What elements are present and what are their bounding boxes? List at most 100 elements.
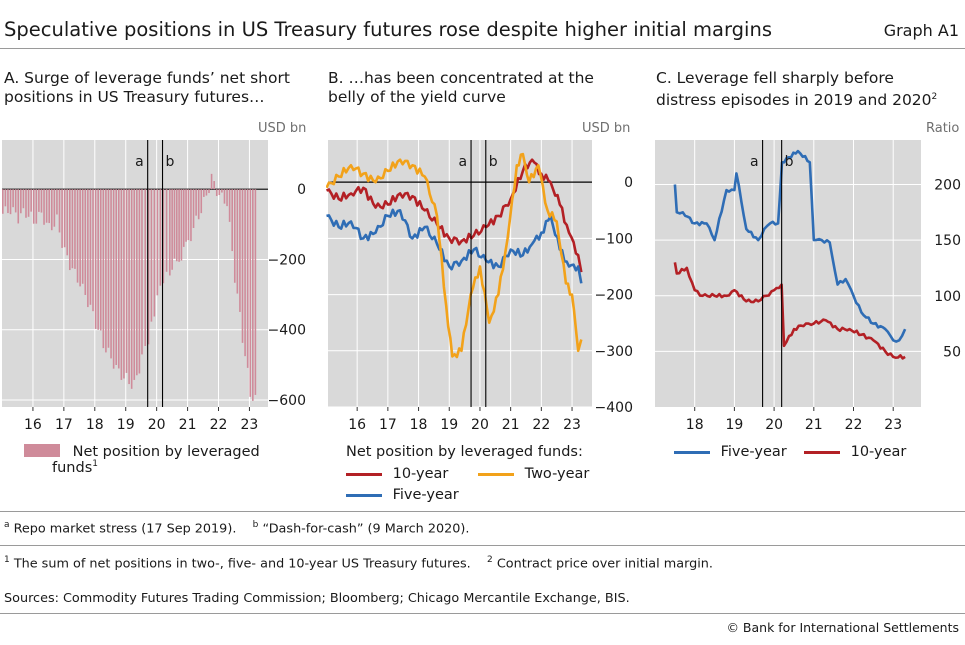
bar xyxy=(9,189,12,215)
bar xyxy=(213,181,215,190)
bar xyxy=(130,189,133,389)
event-label-a: a xyxy=(750,154,759,170)
bar xyxy=(162,189,165,284)
bar xyxy=(221,189,223,193)
bar xyxy=(241,189,244,343)
bar xyxy=(110,189,112,359)
event-label-a: a xyxy=(135,154,144,170)
y-tick-label: −400 xyxy=(595,400,633,416)
bar xyxy=(22,189,25,209)
y-tick-label: −400 xyxy=(268,323,306,339)
bar xyxy=(38,189,40,212)
bar xyxy=(254,189,257,395)
panel-b-title: B. …has been concentrated at the belly of… xyxy=(328,69,594,106)
bar xyxy=(231,189,233,252)
notes-divider-2 xyxy=(0,545,965,546)
y-tick-label: 50 xyxy=(943,344,961,360)
bar xyxy=(138,189,141,374)
x-tick-label: 22 xyxy=(845,417,863,433)
x-tick-label: 23 xyxy=(563,417,581,433)
bar xyxy=(233,189,236,283)
x-tick-label: 21 xyxy=(805,417,823,433)
x-tick-label: 18 xyxy=(686,417,704,433)
bar xyxy=(25,189,27,218)
bar xyxy=(205,189,208,196)
y-tick-label: 200 xyxy=(934,178,961,194)
bar xyxy=(223,189,226,204)
bar xyxy=(30,189,32,212)
panel-a-unit: USD bn xyxy=(258,121,307,136)
bar xyxy=(66,189,69,256)
panel-c-title: C. Leverage fell sharply before distress … xyxy=(656,69,938,110)
legend-c-five-year: Five-year xyxy=(674,444,787,460)
bar xyxy=(187,189,190,241)
graph-id: Graph A1 xyxy=(883,21,959,40)
bar xyxy=(102,189,105,349)
bar xyxy=(69,189,71,271)
bar xyxy=(249,189,252,397)
bar xyxy=(81,189,84,284)
x-tick-label: 22 xyxy=(210,417,228,433)
x-tick-label: 16 xyxy=(348,417,366,433)
y-tick-label: 0 xyxy=(624,175,633,191)
bar xyxy=(58,189,61,233)
bar xyxy=(2,189,4,214)
x-tick-label: 23 xyxy=(884,417,902,433)
bar xyxy=(74,189,76,269)
bar xyxy=(63,189,66,248)
series-line-five_year xyxy=(326,208,583,284)
bar xyxy=(178,189,180,262)
bar xyxy=(239,189,241,312)
y-tick-label: −200 xyxy=(595,288,633,304)
bar xyxy=(197,189,200,220)
panel-a-title: A. Surge of leverage funds’ net short pos… xyxy=(4,69,290,106)
bar xyxy=(128,189,130,385)
bar xyxy=(120,189,123,380)
bar xyxy=(200,189,203,214)
bar xyxy=(190,189,192,242)
event-label-b: b xyxy=(785,154,794,170)
bar xyxy=(20,189,22,214)
bar xyxy=(48,189,50,224)
footnotes: 1 The sum of net positions in two-, five… xyxy=(4,555,713,572)
bar xyxy=(7,189,9,214)
bar xyxy=(171,189,173,270)
panel-b-legend-title: Net position by leveraged funds: xyxy=(346,444,583,460)
bar xyxy=(84,189,87,295)
x-tick-label: 20 xyxy=(765,417,783,433)
bar xyxy=(175,189,178,262)
bar xyxy=(107,189,110,348)
bar xyxy=(246,189,249,368)
bar xyxy=(14,189,17,213)
y-tick-label: 0 xyxy=(297,182,306,198)
bar xyxy=(112,189,115,369)
bar xyxy=(210,173,213,190)
bar xyxy=(94,189,97,329)
bar xyxy=(226,189,228,207)
series-line-ten_year xyxy=(673,262,906,360)
bar xyxy=(89,189,92,305)
bar xyxy=(192,189,195,228)
bar xyxy=(115,189,118,365)
legend-swatch-ten-year xyxy=(346,472,382,476)
bar xyxy=(4,189,7,207)
bar xyxy=(236,189,239,294)
legend-five-year: Five-year xyxy=(346,487,459,503)
bar xyxy=(153,189,156,317)
x-tick-label: 19 xyxy=(725,417,743,433)
bar xyxy=(71,189,74,269)
title-divider xyxy=(0,48,965,49)
bar xyxy=(99,189,102,331)
bar xyxy=(228,189,231,222)
bar xyxy=(97,189,99,330)
x-tick-label: 18 xyxy=(86,417,104,433)
event-label-b: b xyxy=(166,154,175,170)
x-tick-label: 20 xyxy=(471,417,489,433)
x-tick-label: 18 xyxy=(410,417,428,433)
notes-divider xyxy=(0,511,965,512)
y-tick-label: −100 xyxy=(595,231,633,247)
panel-b-unit: USD bn xyxy=(582,121,631,136)
bar xyxy=(79,189,81,287)
panel-a-chart: 0 −200 −400 −600 16 17 18 19 20 21 22 23 a b xyxy=(2,140,306,433)
bar xyxy=(27,189,30,217)
